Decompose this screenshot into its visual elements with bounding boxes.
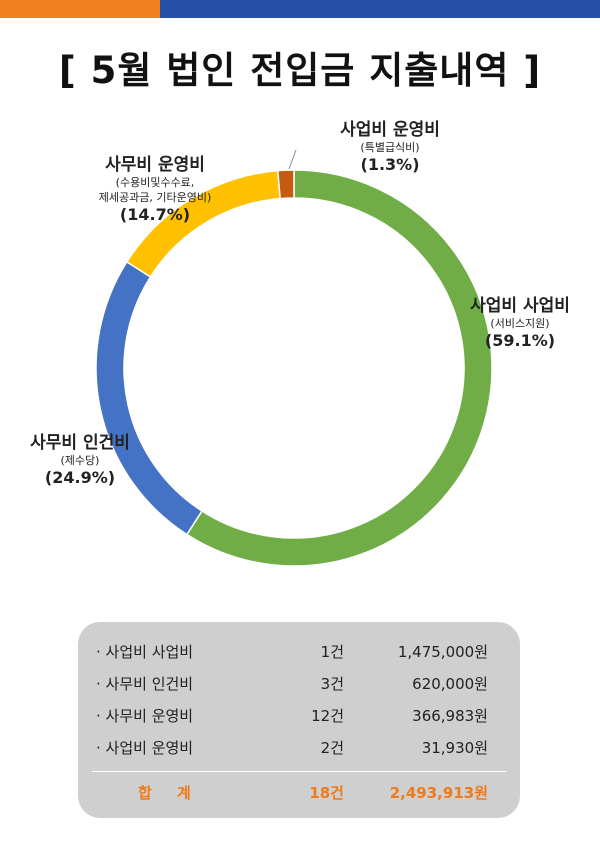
table-row: · 사업비 사업비 1건 1,475,000원 [78, 637, 520, 665]
row-count: 12건 [311, 707, 344, 725]
donut-chart [95, 149, 493, 567]
slice-sub: (서비스지원) [490, 317, 550, 330]
row-count: 1건 [320, 643, 344, 661]
leader-line [288, 149, 297, 170]
table-row: · 사무비 인건비 3건 620,000원 [78, 669, 520, 697]
slice-percent: (59.1%) [484, 331, 556, 350]
total-label: 합 계 [138, 784, 201, 802]
total-row: 합 계 18건 2,493,913원 [78, 778, 520, 806]
row-amount: 366,983원 [412, 707, 488, 725]
donut-slice-3 [277, 169, 295, 200]
donut-slice-0 [185, 169, 493, 567]
slice-sub: (제수당) [60, 454, 100, 467]
slice-name: 사무비 인건비 [30, 433, 130, 453]
row-name: · 사업비 운영비 [96, 739, 194, 757]
row-amount: 31,930원 [421, 739, 488, 757]
table-row: · 사무비 운영비 12건 366,983원 [78, 701, 520, 729]
top-accent-bar-blue [160, 0, 600, 18]
total-amount: 2,493,913원 [389, 784, 488, 802]
table-divider [92, 771, 506, 772]
slice-percent: (1.3%) [360, 155, 420, 174]
row-name: · 사무비 인건비 [96, 675, 194, 693]
row-count: 3건 [320, 675, 344, 693]
slice-label-3: 사업비 운영비 (특별급식비) (1.3%) [300, 120, 480, 175]
row-amount: 1,475,000원 [397, 643, 488, 661]
slice-name: 사업비 운영비 [340, 120, 440, 140]
row-amount: 620,000원 [412, 675, 488, 693]
summary-table: · 사업비 사업비 1건 1,475,000원 · 사무비 인건비 3건 620… [78, 622, 520, 818]
row-count: 2건 [320, 739, 344, 757]
slice-sub: (수용비및수수료, 제세공과금, 기타운영비) [98, 176, 212, 204]
slice-label-2: 사무비 운영비 (수용비및수수료, 제세공과금, 기타운영비) (14.7%) [55, 155, 255, 225]
row-name: · 사업비 사업비 [96, 643, 194, 661]
table-row: · 사업비 운영비 2건 31,930원 [78, 733, 520, 761]
page-title: [ 5월 법인 전입금 지출내역 ] [58, 49, 542, 92]
donut-slice-1 [95, 260, 204, 536]
slice-name: 사업비 사업비 [470, 296, 570, 316]
slice-label-1: 사무비 인건비 (제수당) (24.9%) [0, 433, 160, 488]
slice-percent: (14.7%) [119, 205, 191, 224]
slice-percent: (24.9%) [44, 468, 116, 487]
slice-sub: (특별급식비) [360, 141, 420, 154]
slice-label-0: 사업비 사업비 (서비스지원) (59.1%) [440, 296, 600, 351]
row-name: · 사무비 운영비 [96, 707, 194, 725]
slice-name: 사무비 운영비 [105, 155, 205, 175]
total-count: 18건 [309, 784, 344, 802]
top-accent-bar-orange [0, 0, 160, 18]
